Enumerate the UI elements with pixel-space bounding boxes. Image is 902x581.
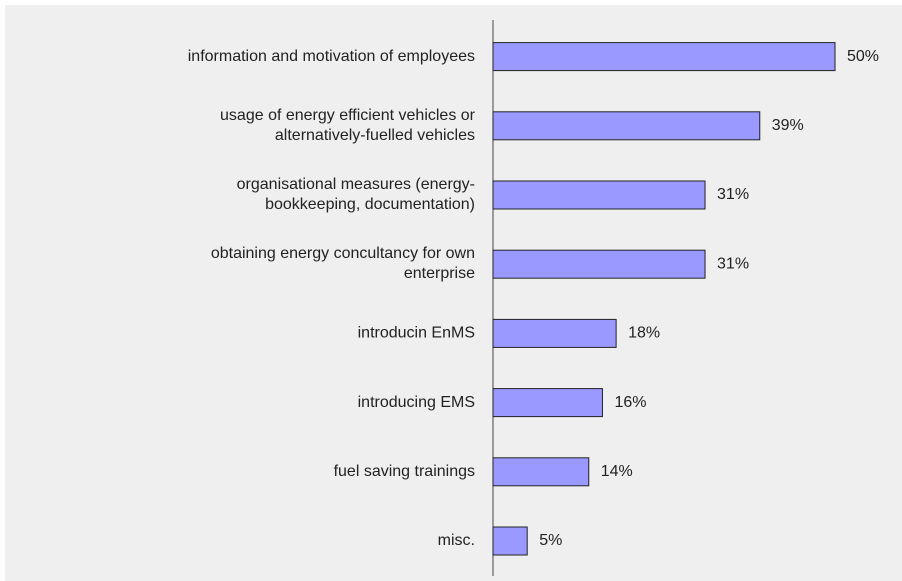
category-label-line: alternatively-fuelled vehicles [275, 127, 475, 144]
value-label: 31% [717, 186, 749, 203]
plot-background [5, 5, 902, 581]
category-label: organisational measures (energy-bookkeep… [237, 176, 475, 213]
value-label: 14% [601, 463, 633, 480]
value-label: 39% [772, 117, 804, 134]
value-label: 18% [628, 325, 660, 342]
bar [492, 526, 528, 556]
category-label: usage of energy efficient vehicles or alt… [220, 107, 476, 144]
category-label: fuel saving trainings [334, 463, 475, 480]
value-label: 5% [539, 532, 562, 549]
bar [492, 180, 706, 210]
category-label-line: obtaining energy concultancy for own [211, 245, 475, 262]
bar [492, 318, 617, 348]
bar [492, 388, 603, 418]
category-label: introducing EMS [358, 394, 475, 411]
category-label-line: usage of energy efficient vehicles or [220, 107, 476, 124]
bar [492, 249, 706, 279]
bar [492, 457, 590, 487]
category-label-line: organisational measures (energy- [237, 176, 475, 193]
value-label: 31% [717, 255, 749, 272]
bar [492, 111, 761, 141]
category-label: information and motivation of employees [188, 48, 475, 65]
category-label-line: bookkeeping, documentation) [265, 196, 475, 213]
value-label: 16% [614, 394, 646, 411]
category-label: obtaining energy concultancy for own ente… [211, 245, 475, 282]
category-label: introducin EnMS [358, 325, 475, 342]
category-label: misc. [438, 532, 475, 549]
bar [492, 42, 836, 72]
category-label-line: enterprise [404, 265, 475, 282]
value-label: 50% [847, 48, 879, 65]
